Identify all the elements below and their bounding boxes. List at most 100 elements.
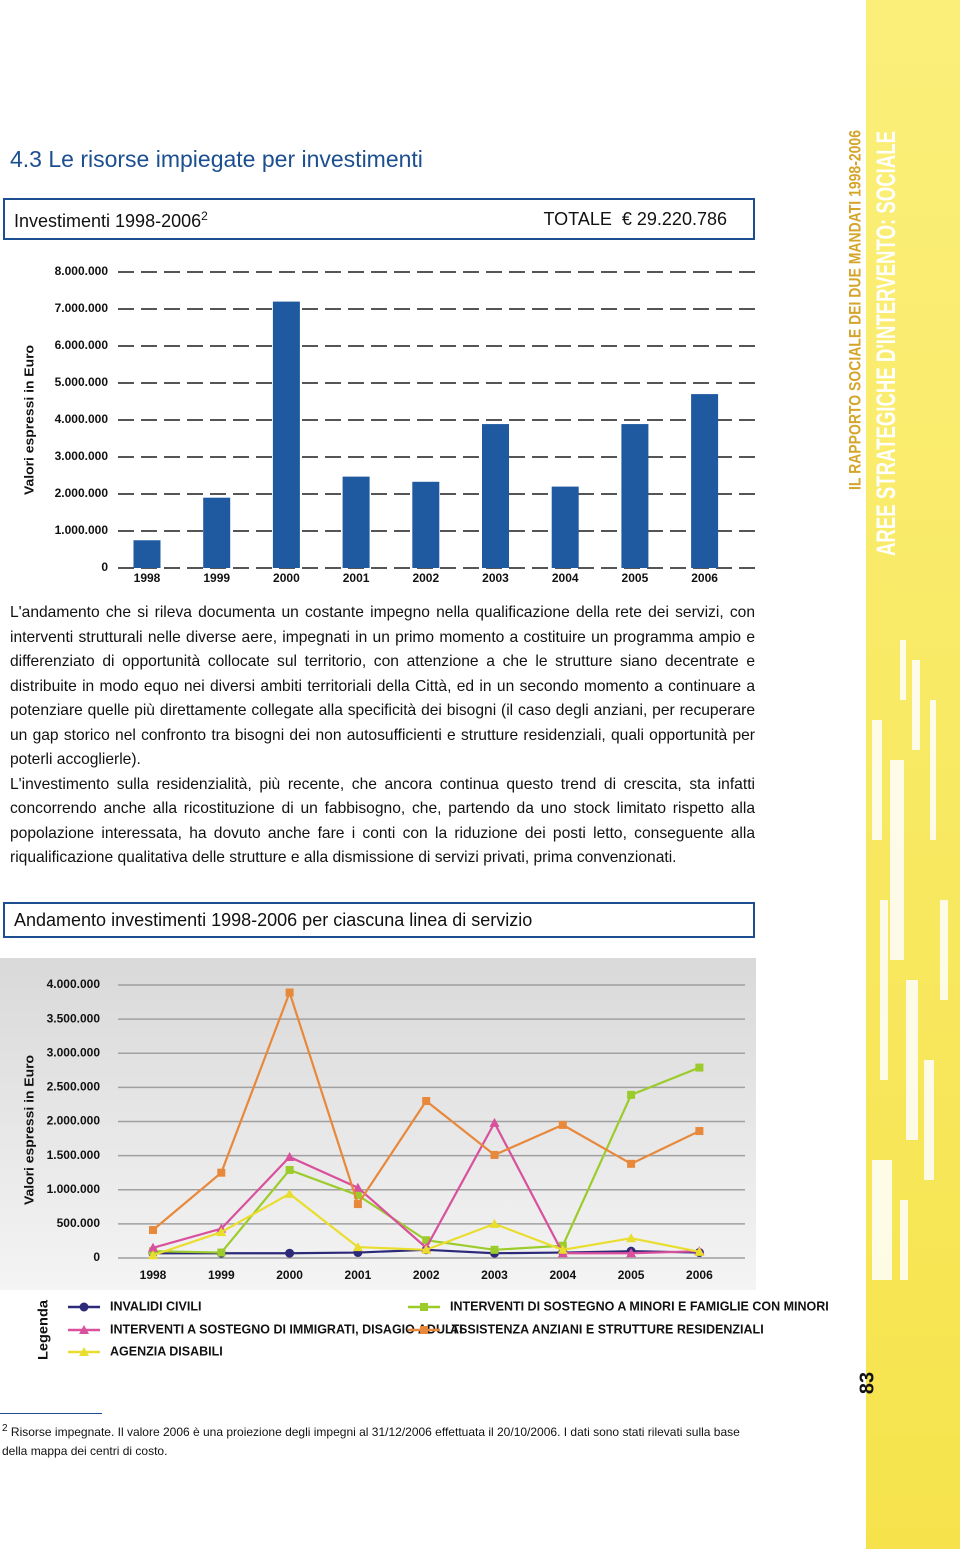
skyline xyxy=(872,640,948,1280)
legend-label: INTERVENTI DI SOSTEGNO A MINORI E FAMIGL… xyxy=(450,1299,829,1313)
bar xyxy=(272,301,300,568)
y-tick-label: 4.000.000 xyxy=(55,412,109,426)
legend-label: AGENZIA DISABILI xyxy=(110,1344,223,1358)
x-tick-label: 2003 xyxy=(481,1268,508,1282)
y-tick-label: 2.000.000 xyxy=(55,486,109,500)
y-tick-label: 8.000.000 xyxy=(55,264,109,278)
chart-title: Investimenti 1998-2006 xyxy=(14,211,202,231)
x-tick-label: 2003 xyxy=(482,571,509,585)
marker xyxy=(557,1244,568,1254)
marker xyxy=(149,1226,157,1235)
marker xyxy=(352,1242,363,1252)
chart-title: Andamento investimenti 1998-2006 per cia… xyxy=(14,910,533,930)
sidebar-title: AREE STRATEGICHE D'INTERVENTO: SOCIALE xyxy=(871,131,901,556)
chart-title-box: Investimenti 1998-20062 TOTALE € 29.220.… xyxy=(3,198,755,240)
x-tick-label: 2001 xyxy=(343,571,370,585)
x-tick-label: 1998 xyxy=(140,1268,167,1282)
page-number: 83 xyxy=(856,1372,878,1394)
marker xyxy=(216,1227,227,1237)
bar xyxy=(482,424,509,568)
x-tick-label: 1998 xyxy=(134,571,161,585)
footnote-text: Risorse impegnate. Il valore 2006 è una … xyxy=(2,1425,740,1458)
marker xyxy=(490,1150,499,1159)
marker xyxy=(421,1244,432,1254)
section-title: 4.3 Le risorse impiegate per investiment… xyxy=(10,146,423,172)
marker xyxy=(694,1246,705,1256)
y-axis-title: Valori espressi in Euro xyxy=(21,1055,36,1205)
bar xyxy=(412,481,440,568)
legend-label: INTERVENTI A SOSTEGNO DI IMMIGRATI, DISA… xyxy=(110,1322,463,1336)
marker xyxy=(285,1165,294,1174)
bar xyxy=(551,486,579,568)
y-tick-label: 5.000.000 xyxy=(55,375,109,389)
marker xyxy=(284,1188,295,1198)
x-tick-label: 2000 xyxy=(276,1268,303,1282)
bar xyxy=(133,540,161,568)
marker xyxy=(353,1200,362,1209)
x-tick-label: 2004 xyxy=(552,571,579,585)
y-tick-label: 4.000.000 xyxy=(47,977,101,991)
legend-marker xyxy=(420,1326,428,1334)
y-tick-label: 0 xyxy=(101,560,108,574)
x-tick-label: 1999 xyxy=(208,1268,235,1282)
legend-title: Legenda xyxy=(35,1300,51,1360)
y-tick-label: 1.000.000 xyxy=(55,523,109,537)
y-tick-label: 3.000.000 xyxy=(55,449,109,463)
footnote-number: 2 xyxy=(2,1423,8,1434)
legend-marker xyxy=(79,1325,89,1334)
y-tick-label: 1.500.000 xyxy=(47,1148,101,1162)
bar xyxy=(203,497,231,568)
x-tick-label: 1999 xyxy=(203,571,230,585)
bar xyxy=(342,476,370,568)
marker xyxy=(285,1248,295,1258)
marker xyxy=(148,1250,158,1260)
marker xyxy=(217,1248,226,1257)
y-tick-label: 6.000.000 xyxy=(55,338,109,352)
marker xyxy=(148,1242,158,1252)
x-tick-label: 2005 xyxy=(618,1268,645,1282)
y-tick-label: 7.000.000 xyxy=(55,301,109,315)
bar xyxy=(621,424,649,568)
marker xyxy=(284,1151,295,1161)
chart-title-wrap: Investimenti 1998-20062 xyxy=(14,209,208,232)
body-text: L'andamento che si rileva documenta un c… xyxy=(10,601,755,871)
marker xyxy=(626,1248,637,1258)
y-tick-label: 3.000.000 xyxy=(47,1045,101,1059)
x-tick-label: 2006 xyxy=(686,1268,713,1282)
marker xyxy=(489,1117,500,1127)
marker xyxy=(285,988,294,997)
marker xyxy=(422,1097,431,1106)
total-value: € 29.220.786 xyxy=(621,209,727,229)
sidebar-subtitle: IL RAPPORTO SOCIALE DEI DUE MANDATI 1998… xyxy=(845,130,864,490)
y-tick-label: 2.000.000 xyxy=(47,1114,101,1128)
y-tick-label: 3.500.000 xyxy=(47,1011,101,1025)
marker xyxy=(627,1090,636,1099)
total-label: TOTALE xyxy=(543,209,612,229)
x-tick-label: 2000 xyxy=(273,571,300,585)
marker xyxy=(490,1245,499,1254)
marker xyxy=(489,1218,500,1228)
chart-background xyxy=(0,958,756,1290)
legend-label: ASSISTENZA ANZIANI E STRUTTURE RESIDENZI… xyxy=(450,1322,764,1336)
y-tick-label: 0 xyxy=(93,1250,100,1264)
y-axis-title: Valori espressi in Euro xyxy=(21,345,36,495)
marker xyxy=(695,1127,704,1136)
total-wrap: TOTALE € 29.220.786 xyxy=(544,209,727,230)
y-tick-label: 2.500.000 xyxy=(47,1080,101,1094)
legend-marker xyxy=(420,1303,428,1311)
x-tick-label: 2005 xyxy=(622,571,649,585)
y-tick-label: 500.000 xyxy=(57,1216,101,1230)
marker xyxy=(217,1168,226,1177)
x-tick-label: 2001 xyxy=(345,1268,372,1282)
marker xyxy=(695,1063,704,1072)
x-tick-label: 2004 xyxy=(549,1268,576,1282)
legend-label: INVALIDI CIVILI xyxy=(110,1299,201,1313)
x-tick-label: 2002 xyxy=(413,1268,440,1282)
y-tick-label: 1.000.000 xyxy=(47,1182,101,1196)
marker xyxy=(352,1182,363,1192)
legend-marker xyxy=(79,1302,89,1312)
marker xyxy=(627,1159,636,1168)
footnote-rule xyxy=(0,1413,102,1414)
